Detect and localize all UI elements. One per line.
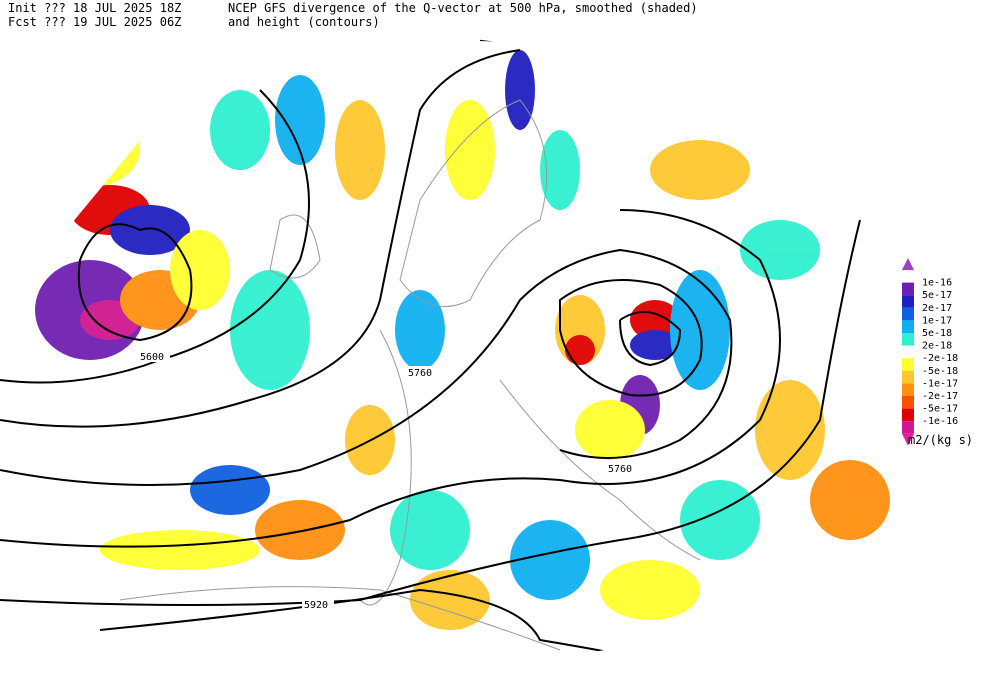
colorbar-box — [902, 282, 914, 296]
init-line: Init ??? 18 JUL 2025 18Z — [8, 1, 181, 15]
colorbar-label: -5e-17 — [922, 404, 958, 415]
contour-label: 5760 — [408, 368, 432, 379]
colorbar-box — [902, 295, 914, 308]
colorbar-label: 2e-18 — [922, 341, 952, 352]
colorbar-box — [902, 370, 914, 384]
colorbar-box — [902, 383, 914, 396]
colorbar-label: 1e-17 — [922, 315, 952, 326]
colorbar-arrow — [902, 258, 914, 270]
title-line: NCEP GFS divergence of the Q-vector at 5… — [228, 1, 698, 15]
colorbar-box — [902, 345, 914, 359]
colorbar-label: -2e-18 — [922, 353, 958, 364]
colorbar-box — [902, 421, 914, 434]
contour-labels: 5600 5760 5760 5920 — [138, 350, 638, 611]
units-label: m2/(kg s) — [908, 433, 973, 447]
contour-label: 5920 — [304, 600, 328, 611]
coastlines — [119, 99, 701, 651]
colorbar-label: -1e-17 — [922, 378, 958, 389]
colorbar-label: 5e-18 — [922, 328, 952, 339]
title-line: and height (contours) — [228, 15, 380, 29]
colorbar-box — [902, 408, 914, 422]
colorbar-label: 1e-16 — [922, 278, 952, 289]
colorbar-box — [902, 307, 914, 321]
colorbar-label: -1e-16 — [922, 416, 958, 427]
fcst-line: Fcst ??? 19 JUL 2025 06Z — [8, 15, 181, 29]
colorbar-label: -5e-18 — [922, 366, 958, 377]
contour-label: 5760 — [608, 464, 632, 475]
colorbar-label: 5e-17 — [922, 290, 952, 301]
colorbar-box — [902, 320, 914, 333]
colorbar-box — [902, 358, 914, 371]
contour-label: 5600 — [140, 352, 164, 363]
colorbar-arrow — [902, 433, 914, 446]
colorbar-label: 2e-17 — [922, 303, 952, 314]
colorbar-box — [902, 396, 914, 409]
colorbar-label: -2e-17 — [922, 391, 958, 402]
colorbar-box — [902, 333, 914, 346]
